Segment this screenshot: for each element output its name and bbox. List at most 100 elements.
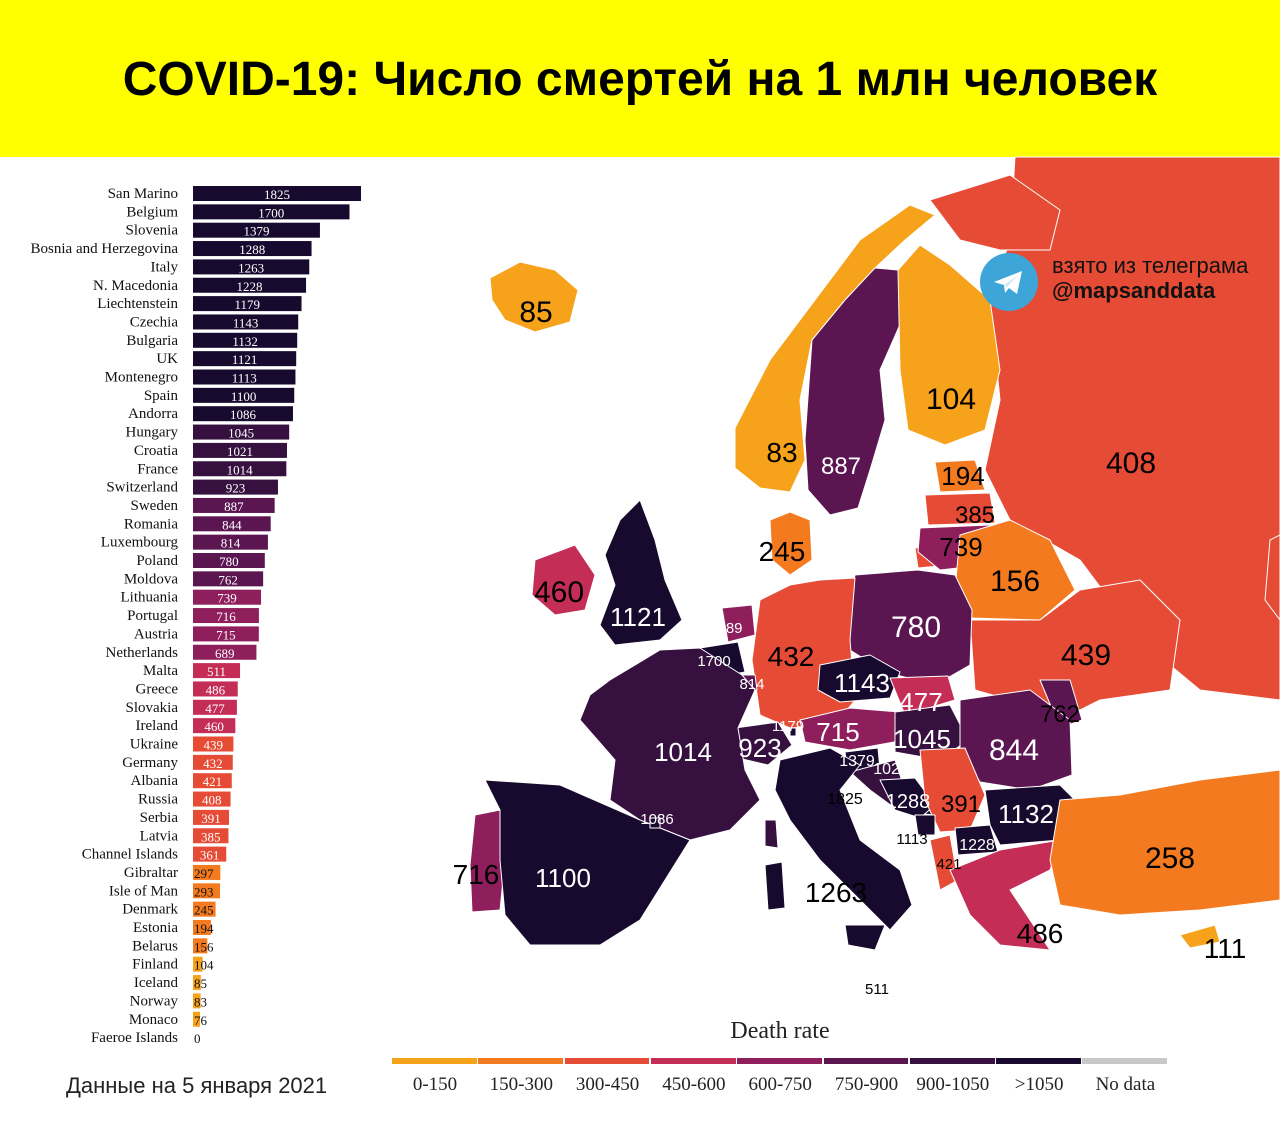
bar-value-label: 716: [216, 609, 236, 624]
bar-value-label: 361: [200, 848, 220, 863]
bar-category-label: Latvia: [140, 828, 179, 844]
legend-label: 750-900: [834, 1074, 899, 1095]
legend-swatch: [650, 1058, 736, 1064]
date-note: Данные на 5 января 2021: [66, 1073, 328, 1098]
bar-category-label: Hungary: [126, 425, 179, 441]
map-region-turkey: [1049, 769, 1280, 916]
bar-value-label: 385: [201, 829, 221, 844]
map-region-andorra: [649, 817, 661, 829]
bar-value-label: 1825: [264, 187, 290, 202]
map-value-label: 83: [766, 437, 797, 468]
bar: [193, 332, 298, 348]
map-regions: [469, 156, 1280, 951]
bar: [193, 883, 220, 899]
map-region-czechia: [817, 654, 901, 703]
map-value-label: 780: [891, 611, 941, 644]
bar: [193, 351, 297, 367]
bar: [193, 993, 201, 1009]
legend-label: 300-450: [575, 1074, 640, 1095]
map-region-france: [579, 647, 761, 841]
bar: [193, 442, 287, 458]
bar-value-label: 1100: [231, 389, 257, 404]
bar: [193, 241, 312, 257]
bar: [193, 296, 302, 312]
bar-value-label: 439: [203, 738, 223, 753]
bar-category-label: Austria: [134, 626, 179, 642]
map-value-label: 477: [899, 687, 942, 717]
bar-category-label: Malta: [143, 663, 178, 679]
bar: [193, 681, 238, 697]
bar-category-label: Slovenia: [126, 223, 179, 239]
bar-value-label: 715: [216, 627, 236, 642]
bar-category-label: Belarus: [132, 938, 178, 954]
bar: [193, 1011, 200, 1027]
map-region-iceland: [489, 261, 579, 333]
legend-label: 900-1050: [916, 1074, 990, 1095]
map-region-cyprus: [1179, 924, 1221, 949]
map-region-sweden: [804, 267, 903, 516]
bar-value-label: 460: [204, 719, 224, 734]
bar: [193, 663, 241, 679]
map-value-label: 511: [865, 981, 889, 998]
map-value-label: 762: [1040, 701, 1080, 728]
map-value-label: 245: [759, 536, 806, 567]
bar-category-label: Finland: [132, 957, 178, 973]
map-value-label: 156: [990, 565, 1040, 598]
watermark-line1: взято из телеграма: [1052, 253, 1249, 278]
bar-category-label: Portugal: [127, 608, 178, 624]
map-value-label: 1263: [805, 877, 867, 908]
telegram-icon: [980, 253, 1038, 311]
legend-label: >1050: [1014, 1074, 1064, 1095]
bar-category-label: Ukraine: [130, 737, 179, 753]
map-value-label: 439: [1061, 639, 1111, 672]
bar: [193, 259, 310, 275]
map-value-label: 258: [1145, 842, 1195, 875]
bar-category-label: Albania: [131, 773, 179, 789]
map-value-label: 1179: [772, 718, 804, 735]
bar-value-label: 923: [226, 481, 246, 496]
map-region-sardinia: [764, 861, 786, 911]
bar: [193, 975, 201, 991]
bar-value-label: 1700: [258, 205, 284, 220]
bar-value-label: 511: [207, 664, 226, 679]
bar-category-label: Norway: [130, 993, 179, 1009]
bar-category-label: Iceland: [134, 975, 179, 991]
bar: [193, 479, 278, 495]
bar-category-label: Lithuania: [121, 590, 179, 606]
bar: [193, 589, 262, 605]
bar-category-label: Isle of Man: [109, 883, 179, 899]
bar-category-label: Czechia: [130, 314, 179, 330]
map-value-label: 1132: [998, 799, 1054, 829]
map-region-ireland: [531, 544, 596, 616]
bar-category-label: Montenegro: [105, 370, 178, 386]
bar-value-label: 1228: [237, 279, 263, 294]
map-value-label: 1288: [886, 791, 931, 813]
bar-category-label: Faeroe Islands: [91, 1030, 178, 1046]
bar-category-label: Spain: [144, 388, 179, 404]
map-value-label: 111: [1204, 933, 1247, 964]
bar: [193, 791, 231, 807]
map-region-estonia: [934, 459, 986, 493]
bar-value-label: 1113: [232, 371, 257, 386]
map-region-uk: [599, 499, 683, 646]
bar-value-label: 1288: [239, 242, 265, 257]
bar-category-label: Italy: [151, 259, 179, 275]
map-value-label: 385: [955, 502, 995, 529]
map-region-netherlands: [721, 604, 756, 643]
bar-category-label: San Marino: [108, 186, 178, 202]
bar-category-label: Switzerland: [106, 480, 178, 496]
bar: [193, 846, 227, 862]
map-value-label: 194: [941, 461, 984, 491]
bar: [193, 956, 203, 972]
bar-value-label: 194: [194, 921, 214, 936]
legend-swatch: [996, 1058, 1081, 1064]
bar-value-label: 1263: [238, 260, 264, 275]
map-value-label: 408: [1106, 447, 1156, 480]
bar-category-label: Russia: [138, 792, 178, 808]
bar: [193, 864, 221, 880]
legend-swatch: [564, 1058, 650, 1064]
map-value-label: 1825: [827, 791, 863, 808]
bar: [193, 809, 229, 825]
legend-label: 150-300: [489, 1074, 553, 1095]
bar: [193, 754, 233, 770]
